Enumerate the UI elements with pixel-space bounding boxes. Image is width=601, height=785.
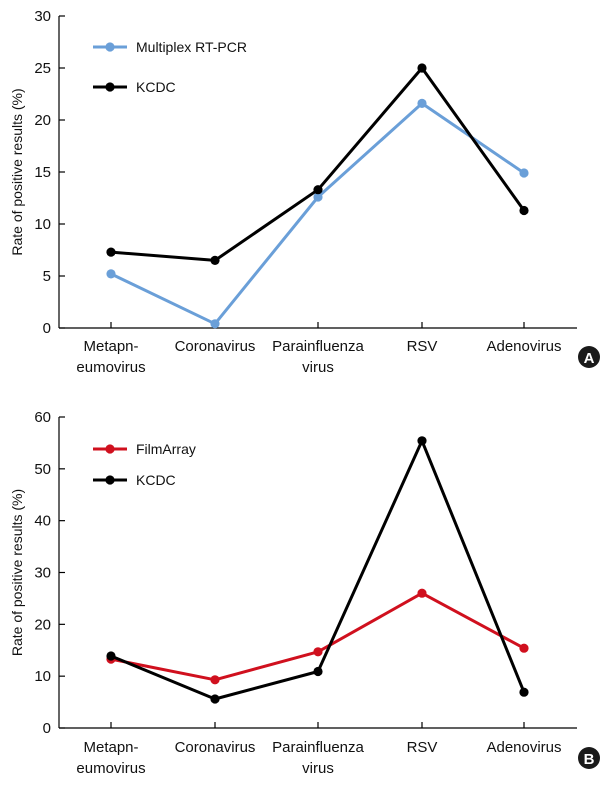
data-point bbox=[417, 63, 427, 73]
data-point bbox=[106, 269, 116, 279]
x-tick-label: virus bbox=[302, 760, 334, 777]
x-tick-label: Parainfluenza bbox=[272, 739, 364, 756]
x-tick-label: Coronavirus bbox=[175, 739, 256, 756]
chart-panel-b: 0 10 20 30 40 50 60 Metapn-eumovirus Coronavirus… bbox=[9, 409, 600, 777]
legend-entry: FilmArray bbox=[136, 441, 196, 457]
x-tick-label: RSV bbox=[407, 739, 438, 756]
panel-label: A bbox=[584, 350, 595, 367]
x-tick-label: Metapn- bbox=[83, 338, 138, 355]
data-point bbox=[417, 98, 427, 108]
y-tick-label: 20 bbox=[34, 112, 51, 129]
data-point bbox=[106, 247, 116, 257]
data-point bbox=[313, 185, 323, 195]
series-line-1 bbox=[110, 101, 525, 326]
x-tick-label: eumovirus bbox=[76, 359, 145, 376]
y-tick-label: 40 bbox=[34, 513, 51, 530]
legend-swatch-marker bbox=[105, 444, 115, 454]
data-point bbox=[313, 192, 323, 202]
y-tick-label: 10 bbox=[34, 668, 51, 685]
panel-label-badge bbox=[578, 747, 600, 769]
chart-panel-a: 0 5 10 15 20 25 30 Metapn-eumovirus Coronavirus P… bbox=[9, 8, 600, 376]
y-tick-label: 0 bbox=[43, 720, 51, 737]
y-tick-label: 20 bbox=[34, 616, 51, 633]
x-tick-label: Adenovirus bbox=[486, 739, 561, 756]
legend-entry: KCDC bbox=[136, 79, 176, 95]
series-line-2 bbox=[110, 66, 526, 262]
legend-entry: KCDC bbox=[136, 472, 176, 488]
x-tick-label: Coronavirus bbox=[175, 338, 256, 355]
data-point bbox=[313, 666, 323, 677]
y-tick-label: 5 bbox=[43, 268, 51, 285]
y-tick-label: 15 bbox=[34, 164, 51, 181]
data-point bbox=[519, 205, 529, 216]
x-tick-label: virus bbox=[302, 359, 334, 376]
y-tick-label: 30 bbox=[34, 8, 51, 25]
y-tick-label: 10 bbox=[34, 216, 51, 233]
data-point bbox=[313, 647, 323, 657]
y-tick-label: 60 bbox=[34, 409, 51, 426]
y-tick-label: 30 bbox=[34, 565, 51, 582]
x-tick-label: Adenovirus bbox=[486, 338, 561, 355]
data-point bbox=[210, 255, 220, 265]
data-point bbox=[210, 694, 220, 704]
legend-swatch-marker bbox=[105, 82, 115, 92]
panel-label: B bbox=[584, 751, 595, 768]
data-point bbox=[417, 588, 427, 598]
data-point bbox=[519, 168, 529, 178]
series-line-1 bbox=[110, 591, 525, 682]
y-tick-label: 0 bbox=[43, 320, 51, 337]
x-tick-label: Metapn- bbox=[83, 739, 138, 756]
data-point bbox=[210, 319, 220, 329]
legend-swatch-marker bbox=[105, 42, 115, 52]
data-point bbox=[417, 436, 427, 446]
data-point bbox=[519, 687, 529, 697]
y-tick-label: 50 bbox=[34, 461, 51, 478]
data-point bbox=[210, 675, 220, 685]
y-axis-label: Rate of positive results (%) bbox=[9, 88, 25, 255]
y-axis-label: Rate of positive results (%) bbox=[9, 489, 25, 656]
panel-label-badge bbox=[578, 346, 600, 368]
y-tick-label: 25 bbox=[34, 60, 51, 77]
x-tick-label: eumovirus bbox=[76, 760, 145, 777]
legend-entry: Multiplex RT-PCR bbox=[136, 39, 247, 55]
data-point bbox=[106, 651, 116, 661]
legend-swatch-marker bbox=[105, 475, 115, 485]
data-point bbox=[519, 643, 529, 653]
x-tick-label: Parainfluenza bbox=[272, 338, 364, 355]
x-tick-label: RSV bbox=[407, 338, 438, 355]
